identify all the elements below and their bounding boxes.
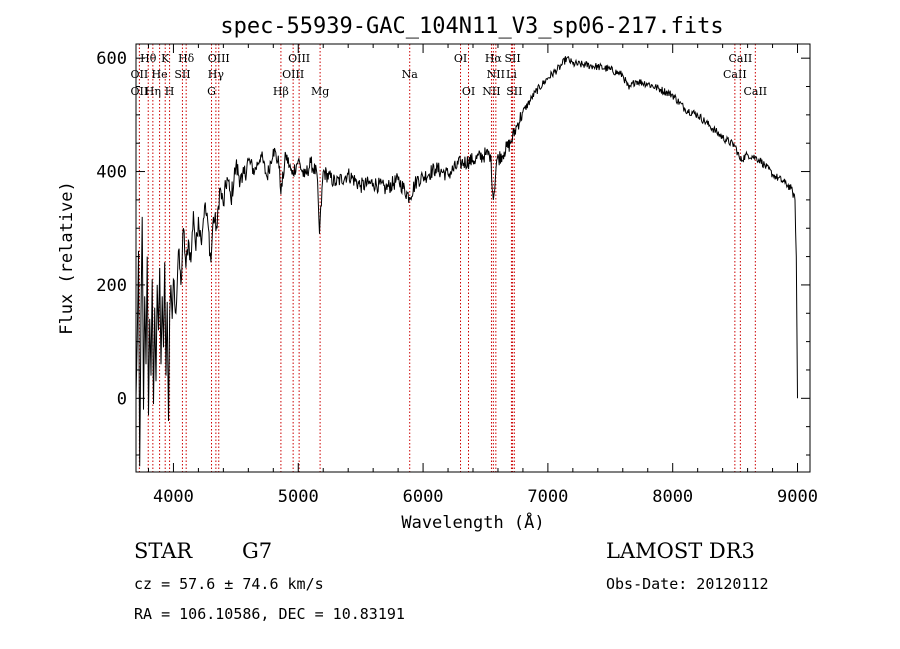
line-marker-label: K [161, 52, 170, 65]
line-marker-label: Hθ [140, 52, 157, 65]
coordinates: RA = 106.10586, DEC = 10.83191 [134, 605, 405, 623]
x-tick-label: 4000 [153, 487, 194, 507]
line-marker-label: Hδ [178, 52, 195, 65]
line-marker-label: H [165, 85, 175, 98]
line-marker-label: Hγ [208, 68, 225, 81]
x-axis-ticks: 4000 5000 6000 7000 8000 9000 [147, 44, 818, 507]
line-marker-label: SII [174, 68, 190, 81]
y-tick-label: 400 [96, 163, 127, 183]
plot-frame [135, 43, 811, 473]
line-marker-label: CaII [723, 68, 747, 81]
line-marker-label: OII [131, 68, 149, 81]
redshift-info: cz = 57.6 ± 74.6 km/s [134, 575, 324, 593]
line-marker-label: SII [504, 52, 520, 65]
line-marker-label: Mg [311, 85, 329, 98]
line-marker-label: CaII [729, 52, 753, 65]
y-axis-ticks: 0 200 400 600 [96, 49, 810, 456]
line-marker-label: Hα [485, 52, 503, 65]
x-axis-label: Wavelength (Å) [401, 511, 544, 533]
line-marker-label: OIII [288, 52, 310, 65]
y-axis-label: Flux (relative) [57, 181, 77, 335]
spectrum-line [135, 56, 798, 467]
line-marker-label: CaII [743, 85, 767, 98]
y-tick-label: 200 [96, 276, 127, 296]
line-markers [138, 44, 756, 472]
survey-name: LAMOST DR3 [606, 539, 755, 563]
y-tick-label: 0 [117, 389, 127, 409]
line-marker-label: NII [482, 85, 500, 98]
chart-title: spec-55939-GAC_104N11_V3_sp06-217.fits [220, 14, 723, 39]
line-marker-label: NII [487, 68, 505, 81]
x-tick-label: 9000 [777, 487, 818, 507]
line-marker-label: Hη [145, 85, 161, 98]
y-tick-label: 600 [96, 49, 127, 69]
obs-date: Obs-Date: 20120112 [606, 575, 769, 593]
line-marker-label: Li [506, 68, 517, 81]
line-marker-label: Hβ [273, 85, 289, 98]
x-tick-label: 7000 [527, 487, 568, 507]
line-marker-label: Na [402, 68, 419, 81]
line-marker-label: OI [462, 85, 475, 98]
x-tick-label: 5000 [278, 487, 319, 507]
x-tick-label: 6000 [403, 487, 444, 507]
x-tick-label: 8000 [652, 487, 693, 507]
spectral-subclass: G7 [242, 539, 272, 563]
object-class: STAR [134, 539, 193, 563]
line-marker-label: G [207, 85, 216, 98]
line-marker-label: OI [454, 52, 467, 65]
line-marker-label: SII [506, 85, 522, 98]
line-marker-label: OIII [282, 68, 304, 81]
line-marker-label: He [152, 68, 168, 81]
line-marker-label: OII [131, 85, 149, 98]
line-marker-label: OIII [208, 52, 230, 65]
